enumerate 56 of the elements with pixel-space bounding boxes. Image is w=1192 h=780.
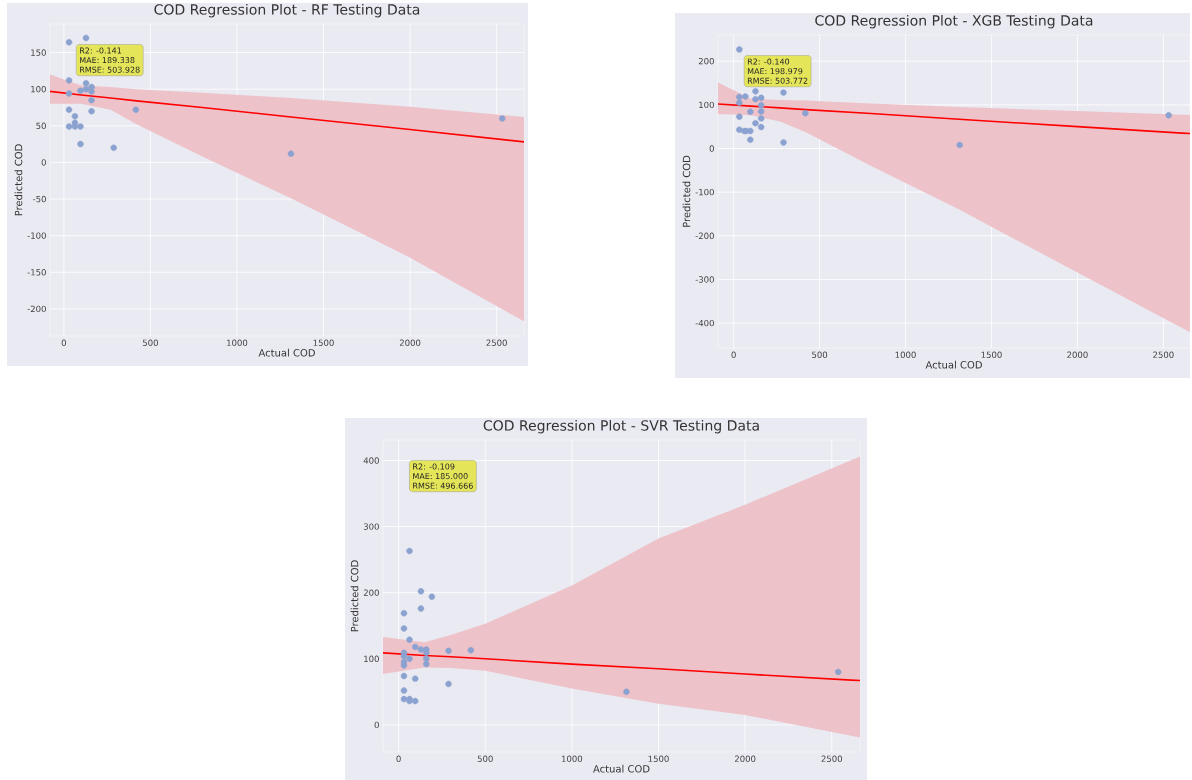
y-tick-label: 200	[363, 589, 379, 596]
y-tick-label: -100	[27, 232, 46, 239]
y-tick-label: 100	[364, 655, 379, 663]
annotation: R2: -0.109	[413, 463, 455, 470]
x-tick-label: 1000	[227, 339, 248, 346]
y-axis-title: Predicted COD	[682, 155, 691, 227]
y-tick-label: 0	[709, 145, 714, 152]
y-tick-label: 400	[363, 457, 379, 464]
y-tick-label: -400	[695, 319, 714, 327]
x-tick-label: 1500	[648, 755, 669, 762]
y-tick-label: 100	[699, 101, 714, 109]
annotation: MAE: 198.979	[747, 68, 803, 75]
annotation: RMSE: 503.772	[747, 77, 808, 84]
x-tick-label: 500	[142, 339, 158, 346]
x-tick-label: 2000	[1067, 351, 1088, 358]
x-tick-label: 2000	[734, 755, 756, 762]
x-axis-title: Actual COD	[925, 360, 982, 369]
x-tick-label: 1500	[981, 351, 1002, 358]
y-axis-title: Predicted COD	[14, 144, 23, 216]
y-tick-label: -200	[695, 232, 714, 240]
chart-title: COD Regression Plot - XGB Testing Data	[815, 14, 1093, 29]
annotation: R2: -0.141	[80, 47, 122, 54]
y-axis-title: Predicted COD	[350, 560, 359, 632]
y-tick-label: 200	[698, 57, 714, 65]
chart-title: COD Regression Plot - SVR Testing Data	[483, 419, 759, 434]
chart-title: COD Regression Plot - RF Testing Data	[154, 3, 420, 18]
x-tick-label: 0	[61, 339, 66, 346]
y-tick-label: -50	[32, 195, 46, 203]
y-tick-label: 0	[41, 159, 46, 166]
y-tick-label: -300	[695, 276, 714, 283]
y-tick-label: 100	[31, 85, 46, 93]
x-tick-label: 1500	[313, 339, 334, 346]
annotation: R2: -0.140	[747, 58, 790, 65]
y-tick-label: 50	[36, 122, 46, 130]
x-tick-label: 1000	[895, 351, 916, 358]
y-tick-label: -150	[27, 269, 46, 276]
x-axis-title: Actual COD	[258, 348, 315, 357]
y-tick-label: -200	[27, 305, 46, 313]
x-tick-label: 0	[731, 351, 736, 358]
x-tick-label: 500	[812, 351, 828, 358]
annotation: MAE: 189.338	[80, 57, 135, 64]
x-tick-label: 0	[396, 755, 401, 762]
x-tick-label: 2500	[821, 755, 843, 762]
x-tick-label: 1000	[561, 755, 583, 762]
annotation: RMSE: 496.666	[413, 482, 473, 489]
x-axis-title: Actual COD	[593, 764, 650, 773]
x-tick-label: 500	[477, 755, 493, 762]
y-tick-label: -100	[695, 188, 714, 196]
annotation: RMSE: 503.928	[80, 66, 140, 73]
x-tick-label: 2500	[486, 339, 507, 346]
x-tick-label: 2500	[1153, 351, 1174, 358]
x-tick-label: 2000	[399, 339, 421, 346]
y-tick-label: 150	[31, 49, 46, 56]
y-tick-label: 0	[374, 721, 379, 729]
annotation: MAE: 185.000	[413, 473, 468, 480]
y-tick-label: 300	[363, 523, 379, 530]
